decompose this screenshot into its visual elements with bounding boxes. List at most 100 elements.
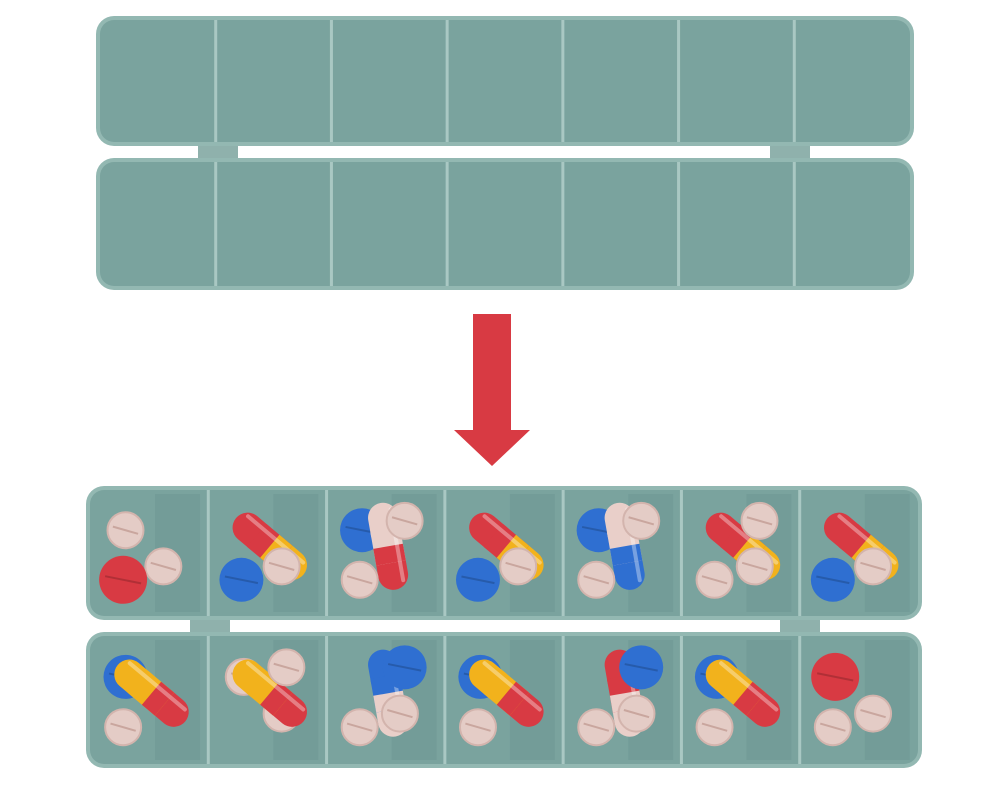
tablet xyxy=(104,708,143,747)
tablet xyxy=(340,560,379,599)
compartment-divider xyxy=(677,162,681,286)
compartment-divider xyxy=(677,20,681,142)
arrow-head xyxy=(454,430,530,466)
compartment xyxy=(206,636,319,764)
arrow-shaft xyxy=(473,314,511,432)
tablet xyxy=(695,560,734,599)
compartment-divider xyxy=(206,490,210,616)
red-round-pill xyxy=(99,555,148,604)
hinge xyxy=(198,144,238,160)
blue-round-pill xyxy=(382,645,427,690)
tablet xyxy=(144,547,183,586)
yellow-red-capsule xyxy=(114,659,189,727)
organizer-row xyxy=(96,158,914,290)
organizer-row-body xyxy=(100,20,910,142)
compartment-divider xyxy=(561,20,565,142)
compartment-divider xyxy=(561,636,565,764)
hinge xyxy=(770,144,810,160)
hinge xyxy=(190,618,230,634)
red-round-pill xyxy=(811,652,860,701)
organizer-row xyxy=(96,16,914,146)
compartment-divider xyxy=(206,636,210,764)
compartment xyxy=(99,494,201,612)
compartment xyxy=(798,490,910,616)
compartment-divider xyxy=(445,162,449,286)
compartment xyxy=(103,640,201,760)
filled-pill-organizer xyxy=(86,486,922,768)
tablet xyxy=(458,708,497,747)
compartment-divider xyxy=(214,20,218,142)
compartment xyxy=(677,162,681,286)
compartment-divider xyxy=(798,636,802,764)
tablet xyxy=(340,708,379,747)
tablet xyxy=(622,501,661,540)
tablet xyxy=(577,560,616,599)
tablet xyxy=(735,547,774,586)
blue-round-pill xyxy=(219,557,264,602)
compartment-divider xyxy=(792,162,796,286)
compartment xyxy=(679,490,792,616)
compartment-divider xyxy=(214,162,218,286)
cream-blue-capsule xyxy=(604,502,645,590)
blue-round-pill xyxy=(619,645,664,690)
compartment xyxy=(206,490,319,616)
compartment xyxy=(798,636,910,764)
organizer-row-body xyxy=(100,162,910,286)
tablet xyxy=(267,648,306,687)
compartment xyxy=(561,490,674,616)
tablet xyxy=(385,501,424,540)
compartment-divider xyxy=(443,636,447,764)
yellow-red-capsule xyxy=(232,659,308,727)
tablet xyxy=(106,511,145,550)
compartment xyxy=(561,20,565,142)
compartment xyxy=(214,20,218,142)
tablet xyxy=(262,547,301,586)
compartment-divider xyxy=(679,490,683,616)
compartment xyxy=(445,20,449,142)
compartment xyxy=(325,490,437,616)
compartment xyxy=(443,490,555,616)
tablet xyxy=(499,547,538,586)
compartment xyxy=(214,162,218,286)
compartment-divider xyxy=(445,20,449,142)
compartment xyxy=(792,20,796,142)
compartment-divider xyxy=(679,636,683,764)
blue-round-pill xyxy=(455,557,500,602)
compartment-divider xyxy=(329,20,333,142)
blue-round-pill xyxy=(810,557,855,602)
tablet xyxy=(854,547,893,586)
compartment-divider xyxy=(792,20,796,142)
tablet xyxy=(380,694,419,733)
organizer-row xyxy=(86,632,922,768)
tablet xyxy=(695,708,734,747)
compartment xyxy=(443,636,555,764)
compartment-divider xyxy=(329,162,333,286)
tablet xyxy=(577,708,616,747)
compartment xyxy=(329,20,333,142)
compartment-divider xyxy=(561,490,565,616)
compartment xyxy=(445,162,449,286)
compartment xyxy=(561,162,565,286)
compartment xyxy=(792,162,796,286)
tablet xyxy=(740,501,779,540)
compartment-divider xyxy=(561,162,565,286)
tablet xyxy=(854,694,893,733)
yellow-red-capsule xyxy=(705,659,781,727)
tablet xyxy=(617,694,656,733)
tablet xyxy=(813,708,852,747)
compartment xyxy=(325,636,437,764)
compartment-divider xyxy=(798,490,802,616)
compartment-divider xyxy=(325,490,329,616)
compartment xyxy=(679,636,792,764)
compartment-divider xyxy=(443,490,447,616)
compartment xyxy=(329,162,333,286)
yellow-red-capsule xyxy=(469,659,544,727)
organizer-row xyxy=(86,486,922,620)
compartment xyxy=(561,636,674,764)
hinge xyxy=(780,618,820,634)
compartment-divider xyxy=(325,636,329,764)
compartment xyxy=(677,20,681,142)
empty-pill-organizer xyxy=(96,16,914,290)
arrow-down-icon xyxy=(454,314,530,466)
